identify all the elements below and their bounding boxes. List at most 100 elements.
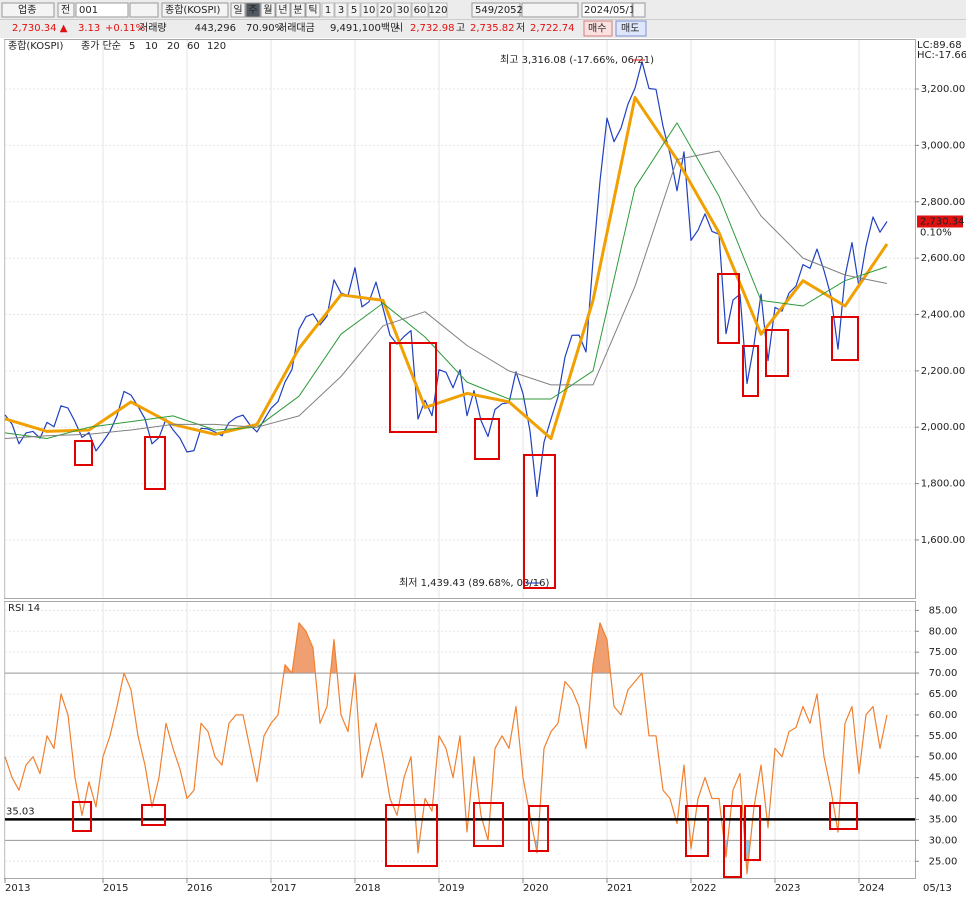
last-price: 2,730.34: [920, 216, 965, 227]
series-line: [4, 622, 888, 875]
box: [742, 345, 759, 397]
calendar-btn[interactable]: [632, 2, 646, 18]
low-label: 저: [516, 22, 525, 34]
last-change: 0.10%: [920, 227, 952, 238]
volume: 443,296: [195, 23, 236, 34]
x-tick-label: 2015: [103, 883, 128, 894]
high-label: 고: [456, 23, 465, 34]
y-tick-label: 2,000.00: [921, 422, 966, 433]
x-tick-label: 2020: [523, 883, 548, 894]
box: [473, 802, 504, 847]
box: [74, 440, 93, 466]
period[interactable]: 분: [293, 4, 302, 16]
box: [141, 804, 166, 826]
interval-btn[interactable]: [411, 2, 429, 18]
y-tick-label: 70.00: [929, 668, 958, 679]
change-pct: +0.11%: [105, 23, 145, 34]
volume-ratio: 70.90%: [246, 23, 284, 34]
box: [744, 805, 761, 861]
y-tick-label: 2,800.00: [921, 197, 966, 208]
date-box[interactable]: [581, 2, 633, 18]
date: 2024/05/13: [584, 5, 642, 16]
high: 2,735.82: [470, 23, 515, 34]
sell[interactable]: 매도: [621, 23, 639, 35]
interval[interactable]: 30: [397, 5, 410, 16]
search-btn[interactable]: [129, 2, 159, 18]
interval[interactable]: 5: [351, 5, 357, 16]
interval-btn[interactable]: [360, 2, 378, 18]
buy[interactable]: 매수: [588, 23, 606, 35]
box: [765, 329, 789, 377]
period-btn[interactable]: [290, 2, 306, 18]
price: 2,730.34 ▲: [12, 23, 68, 34]
box: [717, 273, 740, 344]
y-tick-label: 2,400.00: [921, 309, 966, 320]
legend-entry[interactable]: 20: [167, 41, 180, 52]
y-tick-label: 45.00: [929, 773, 958, 784]
hc: HC:-17.66: [917, 50, 966, 61]
y-tick-label: 1,600.00: [921, 535, 966, 546]
prev-btn[interactable]: [57, 2, 75, 18]
y-tick-label: 85.00: [929, 605, 958, 616]
period-btn[interactable]: [260, 2, 276, 18]
x-end-label: 05/13: [923, 883, 952, 894]
period[interactable]: 틱: [308, 4, 317, 16]
low: 2,722.74: [530, 23, 575, 34]
legend-entry[interactable]: 5: [129, 41, 135, 52]
period[interactable]: 주: [248, 5, 257, 16]
period[interactable]: 월: [263, 4, 272, 16]
y-tick-label: 2,600.00: [921, 253, 966, 264]
y-tick-label: 35.00: [929, 814, 958, 825]
count: 549/2052: [475, 5, 523, 16]
code-input[interactable]: [75, 2, 129, 18]
interval-btn[interactable]: [428, 2, 448, 18]
x-tick-label: 2013: [5, 883, 30, 894]
x-tick-label: 2019: [439, 883, 464, 894]
market: 업종: [18, 3, 36, 16]
tool-icons[interactable]: [521, 2, 579, 18]
interval-btn[interactable]: [347, 2, 361, 18]
period-btn[interactable]: [305, 2, 321, 18]
series-line: [4, 122, 888, 439]
period-btn[interactable]: [230, 2, 246, 18]
box: [474, 418, 500, 460]
interval-btn[interactable]: [334, 2, 348, 18]
chart-title: 종합(KOSPI): [8, 40, 64, 52]
interval[interactable]: 1: [325, 5, 331, 16]
interval[interactable]: 20: [380, 5, 393, 16]
box: [389, 342, 437, 433]
y-tick-label: 1,800.00: [921, 479, 966, 490]
period-btn[interactable]: [275, 2, 291, 18]
y-tick-label: 3,200.00: [921, 84, 966, 95]
y-tick-label: 80.00: [929, 626, 958, 637]
name-box[interactable]: [161, 2, 229, 18]
buy-btn[interactable]: [583, 20, 613, 37]
legend-entry[interactable]: 10: [145, 41, 158, 52]
legend-entry[interactable]: 60: [187, 41, 200, 52]
interval-btn[interactable]: [394, 2, 412, 18]
interval[interactable]: 10: [363, 5, 376, 16]
interval[interactable]: 60: [414, 5, 427, 16]
volume-label: 거래량: [139, 22, 167, 34]
y-tick-label: 3,000.00: [921, 140, 966, 151]
sell-btn[interactable]: [615, 20, 647, 37]
interval-btn[interactable]: [321, 2, 335, 18]
rsi-title: RSI 14: [8, 603, 40, 614]
x-tick-label: 2021: [607, 883, 632, 894]
name: 종합(KOSPI): [165, 4, 221, 16]
interval[interactable]: 3: [338, 5, 344, 16]
box: [528, 805, 549, 852]
interval-btn[interactable]: [377, 2, 395, 18]
period[interactable]: 일: [233, 4, 242, 16]
interval[interactable]: 120: [428, 5, 447, 16]
market-select[interactable]: [1, 2, 55, 18]
period-btn[interactable]: [245, 2, 261, 18]
period[interactable]: 년: [278, 4, 287, 16]
x-tick-label: 2018: [355, 883, 380, 894]
prev: 전: [61, 4, 70, 16]
legend-entry[interactable]: 120: [207, 41, 226, 52]
y-tick-label: 60.00: [929, 710, 958, 721]
box: [72, 801, 92, 832]
legend-label: 종가 단순: [81, 40, 121, 52]
